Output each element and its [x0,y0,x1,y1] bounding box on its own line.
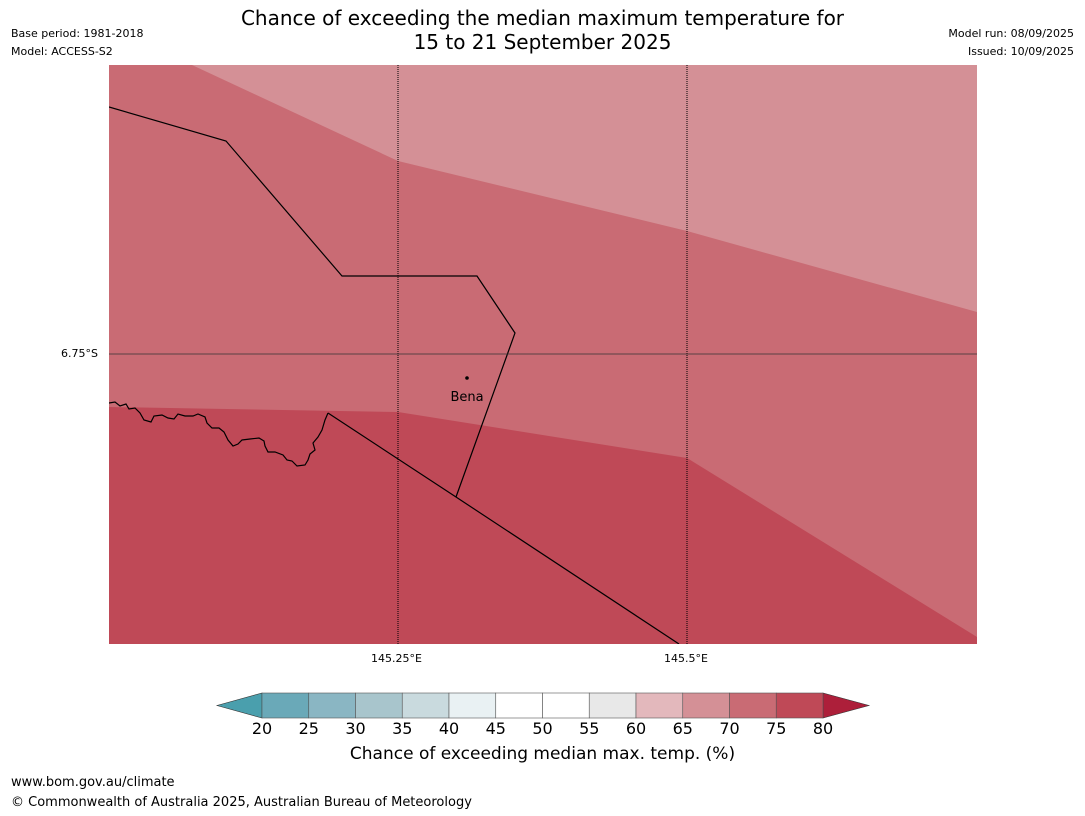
colorbar-under-arrow [215,692,263,719]
colorbar-box [635,692,684,719]
colorbar-box [308,692,356,719]
colorbar-tick-label: 20 [251,719,273,738]
colorbar-tick-label: 50 [532,719,553,738]
band-70-75 [109,407,977,644]
map-title: Chance of exceeding the median maximum t… [0,6,1085,54]
colorbar-over-arrow [822,692,871,719]
colorbar-tick-label: 55 [579,719,600,738]
colorbar-tick-label: 65 [672,719,693,738]
model-run: Model run: 08/09/2025 [948,27,1074,40]
colorbar-tick-label: 75 [766,719,787,738]
colorbar-box [355,692,403,719]
colorbar-tick-label: 25 [298,719,319,738]
colorbar-box [495,692,543,719]
meta-right: Model run: 08/09/2025 Issued: 10/09/2025 [948,25,1074,61]
province-boundary-south [327,412,680,644]
model-name: Model: ACCESS-S2 [11,45,113,58]
lon-label-145-5: 145.5°E [664,652,708,665]
colorbar-box [542,692,590,719]
colorbar-tick-label: 30 [345,719,366,738]
colorbar-tick-label: 45 [485,719,506,738]
base-period: Base period: 1981-2018 [11,27,144,40]
colorbar-box [588,692,637,719]
colorbar-tick-label: 60 [625,719,647,738]
town-label: Bena [450,390,483,405]
colorbar-box [401,692,450,719]
colorbar-tick-label: 35 [392,719,413,738]
colorbar-tick-label: 80 [812,719,834,738]
colorbar-box [775,692,824,719]
meta-left: Base period: 1981-2018 Model: ACCESS-S2 [11,25,143,61]
colorbar-tick-label: 70 [719,719,740,738]
colorbar-box [261,692,310,719]
footer-copyright: © Commonwealth of Australia 2025, Austra… [11,795,472,810]
colorbar-box [682,692,730,719]
lat-label: 6.75°S [61,347,98,360]
colorbar-box [729,692,777,719]
colorbar [215,692,871,719]
town-marker [465,376,469,380]
footer-url: www.bom.gov.au/climate [11,775,175,790]
issued-date: Issued: 10/09/2025 [967,45,1074,58]
title-line-1: Chance of exceeding the median maximum t… [240,6,845,30]
colorbar-box [448,692,497,719]
lon-label-145-25: 145.25°E [371,652,422,665]
map-area: Bena [109,65,977,644]
province-boundary [109,106,516,498]
title-line-2: 15 to 21 September 2025 [413,30,672,54]
colorbar-title: Chance of exceeding median max. temp. (%… [349,744,736,764]
coastline [109,401,329,467]
colorbar-tick-label: 40 [438,719,460,738]
band-60-65 [192,65,977,312]
